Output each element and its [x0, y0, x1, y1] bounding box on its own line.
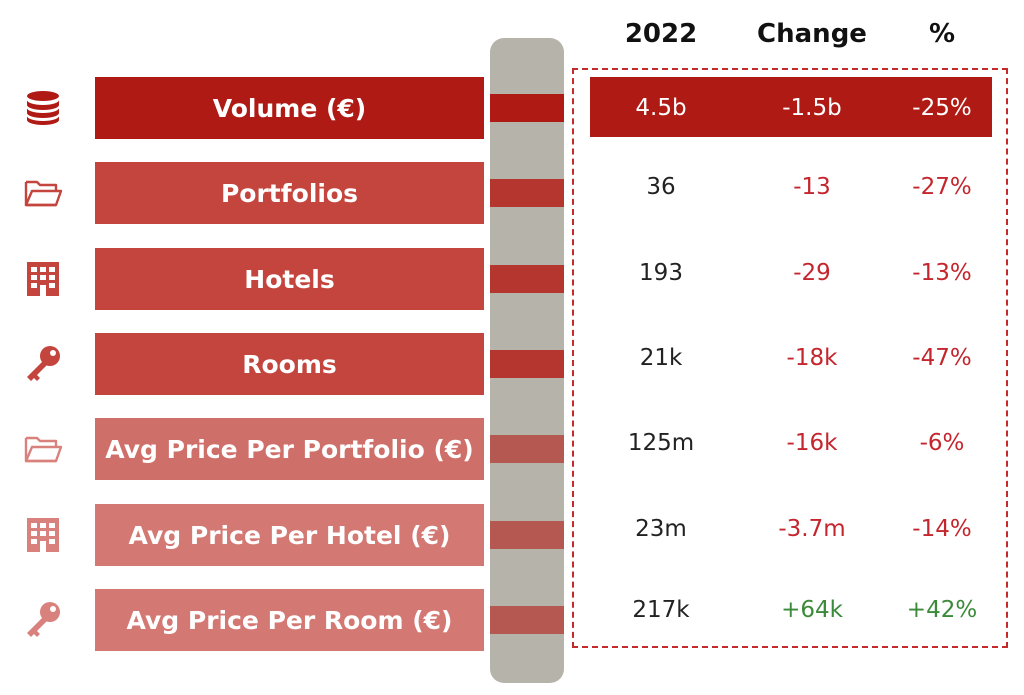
row-connector [490, 350, 564, 378]
percent-cell: -25% [912, 95, 972, 121]
header-2022: 2022 [624, 19, 698, 49]
highlight-band [590, 77, 992, 137]
header-change: Change [757, 19, 867, 49]
percent-cell: +42% [906, 597, 978, 623]
value-cell: 193 [639, 260, 683, 286]
row-connector [490, 606, 564, 634]
row-label: Avg Price Per Room (€) [95, 589, 484, 651]
value-cell: 36 [646, 174, 676, 200]
header-percent: % [928, 19, 956, 49]
row-connector [490, 521, 564, 549]
value-cell: 21k [639, 345, 683, 371]
percent-cell: -27% [912, 174, 972, 200]
value-cell: 217k [632, 597, 690, 623]
row-label: Rooms [95, 333, 484, 395]
row-connector [490, 179, 564, 207]
change-cell: -16k [786, 430, 838, 456]
folder-icon [22, 428, 64, 470]
folder-icon [22, 172, 64, 214]
database-icon [22, 87, 64, 129]
row-connector [490, 265, 564, 293]
row-label: Avg Price Per Portfolio (€) [95, 418, 484, 480]
change-cell: -1.5b [782, 95, 842, 121]
row-connector [490, 94, 564, 122]
key-icon [22, 599, 64, 641]
value-cell: 23m [635, 516, 687, 542]
change-cell: -3.7m [778, 516, 846, 542]
row-label: Portfolios [95, 162, 484, 224]
change-cell: -18k [786, 345, 838, 371]
values-dashed-frame [572, 68, 1008, 648]
value-cell: 4.5b [635, 95, 687, 121]
change-cell: -13 [793, 174, 831, 200]
change-cell: +64k [781, 597, 843, 623]
row-label: Hotels [95, 248, 484, 310]
change-cell: -29 [793, 260, 831, 286]
percent-cell: -47% [912, 345, 972, 371]
key-icon [22, 343, 64, 385]
value-cell: 125m [627, 430, 695, 456]
building-icon [22, 514, 64, 556]
percent-cell: -6% [919, 430, 965, 456]
row-label: Volume (€) [95, 77, 484, 139]
percent-cell: -13% [912, 260, 972, 286]
row-label: Avg Price Per Hotel (€) [95, 504, 484, 566]
row-connector [490, 435, 564, 463]
percent-cell: -14% [912, 516, 972, 542]
building-icon [22, 258, 64, 300]
